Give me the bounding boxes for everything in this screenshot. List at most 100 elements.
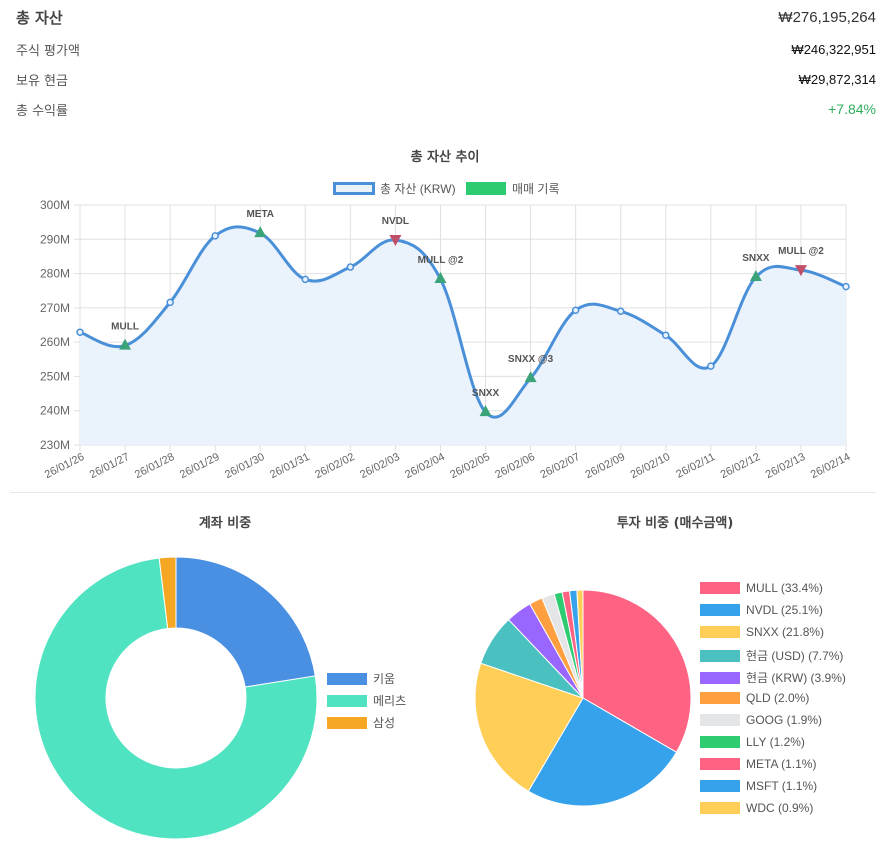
data-point[interactable]	[842, 282, 850, 291]
buy-marker-icon[interactable]	[254, 226, 267, 238]
return-value: +7.84%	[828, 101, 876, 117]
y-tick-label: 290M	[40, 232, 70, 246]
data-point[interactable]	[662, 331, 670, 340]
investment-pie-chart[interactable]	[463, 578, 703, 818]
doughnut-segment[interactable]	[158, 556, 177, 630]
data-point[interactable]	[76, 328, 84, 336]
trade-annotation-label: MULL @2	[418, 255, 464, 266]
legend-label: WDC (0.9%)	[746, 801, 814, 815]
data-point[interactable]	[346, 263, 355, 271]
legend-label: LLY (1.2%)	[746, 735, 805, 749]
legend-label: SNXX (21.8%)	[746, 625, 825, 639]
legend-swatch	[700, 582, 740, 594]
cash-label: 보유 현금	[16, 73, 68, 89]
legend-item-trades[interactable]: 매매 기록	[466, 180, 560, 197]
legend-swatch-total-assets	[333, 182, 375, 195]
data-point[interactable]	[301, 275, 310, 284]
pie-slice[interactable]	[576, 589, 584, 699]
legend-swatch-trades	[466, 182, 506, 195]
stock-value-value: ₩246,322,951	[791, 41, 876, 57]
buy-marker-icon[interactable]	[119, 338, 132, 350]
data-point[interactable]	[707, 362, 715, 370]
pie-slice[interactable]	[527, 697, 678, 807]
invest-legend-item[interactable]: WDC (0.9%)	[700, 801, 813, 815]
pie-slice[interactable]	[474, 662, 584, 792]
asset-summary: 총 자산 ₩276,195,264 주식 평가액 ₩246,322,951 보유…	[16, 0, 876, 124]
data-point[interactable]	[166, 298, 174, 307]
y-tick-label: 230M	[40, 438, 70, 452]
data-point[interactable]	[571, 306, 580, 315]
invest-legend-item[interactable]: META (1.1%)	[700, 757, 816, 771]
x-tick-label: 26/02/06	[493, 451, 537, 481]
y-tick-label: 270M	[40, 301, 70, 315]
x-tick-label: 26/02/11	[674, 451, 717, 481]
line-chart-title: 총 자산 추이	[410, 150, 480, 165]
legend-swatch	[700, 802, 740, 814]
total-assets-line	[79, 225, 847, 419]
buy-marker-icon[interactable]	[479, 405, 492, 417]
invest-legend-item[interactable]: MSFT (1.1%)	[700, 779, 817, 793]
legend-label: META (1.1%)	[746, 757, 817, 771]
x-tick-label: 26/01/27	[88, 451, 132, 481]
invest-legend-item[interactable]: QLD (2.0%)	[700, 691, 809, 705]
account-legend-item[interactable]: 삼성	[327, 714, 395, 731]
x-tick-label: 26/01/29	[178, 451, 222, 481]
invest-legend-item[interactable]: SNXX (21.8%)	[700, 625, 824, 639]
legend-label: 메리츠	[373, 694, 407, 708]
total-assets-line-chart[interactable]: 230M 240M 250M 260M 270M 280M 290M 300M 26/01/26…	[0, 0, 890, 495]
legend-swatch	[700, 780, 740, 792]
trade-annotation-label: MULL @2	[778, 246, 824, 257]
x-tick-label: 26/02/09	[583, 451, 627, 481]
stock-value-label: 주식 평가액	[16, 43, 80, 59]
account-legend-item[interactable]: 메리츠	[327, 692, 406, 709]
x-tick-label: 26/02/02	[313, 451, 357, 481]
x-tick-label: 26/01/26	[43, 451, 87, 481]
buy-marker-icon[interactable]	[749, 270, 762, 281]
legend-label: MULL (33.4%)	[746, 581, 823, 595]
trade-annotation-label: SNXX	[742, 253, 770, 264]
y-tick-label: 260M	[40, 335, 70, 349]
buy-marker-icon[interactable]	[524, 371, 537, 383]
legend-label: 현금 (USD) (7.7%)	[746, 649, 844, 663]
sell-marker-icon[interactable]	[389, 234, 402, 246]
invest-legend-item[interactable]: NVDL (25.1%)	[700, 603, 823, 617]
y-tick-label: 250M	[40, 369, 70, 383]
x-tick-label: 26/01/31	[268, 451, 312, 481]
invest-chart-title: 투자 비중 (매수금액)	[616, 516, 734, 531]
x-tick-label: 26/02/03	[358, 451, 402, 481]
data-point[interactable]	[211, 232, 219, 240]
legend-swatch	[700, 671, 740, 684]
doughnut-segment[interactable]	[175, 556, 316, 688]
area-fill	[80, 226, 846, 445]
buy-marker-icon[interactable]	[434, 272, 447, 284]
doughnut-segment[interactable]	[34, 557, 318, 840]
trade-annotation-label: NVDL	[382, 216, 409, 227]
invest-legend-item[interactable]: 현금 (KRW) (3.9%)	[700, 669, 846, 686]
legend-label-trades: 매매 기록	[512, 182, 560, 196]
pie-slice[interactable]	[582, 589, 692, 753]
y-tick-label: 240M	[40, 404, 70, 418]
legend-label-total-assets: 총 자산 (KRW)	[380, 182, 456, 196]
x-tick-label: 26/02/10	[629, 451, 673, 481]
x-tick-label: 26/01/28	[133, 451, 177, 481]
trade-annotation-label: SNXX	[472, 388, 500, 399]
y-tick-label: 300M	[40, 198, 70, 212]
x-tick-label: 26/02/13	[764, 451, 808, 481]
sell-marker-icon[interactable]	[794, 265, 807, 277]
legend-swatch	[327, 672, 367, 685]
invest-legend-item[interactable]: GOOG (1.9%)	[700, 713, 822, 727]
x-tick-label: 26/02/04	[403, 451, 447, 481]
account-legend-item[interactable]: 키움	[327, 670, 395, 687]
legend-label: 키움	[373, 672, 396, 686]
legend-label: 현금 (KRW) (3.9%)	[746, 671, 846, 685]
invest-legend-item[interactable]: LLY (1.2%)	[700, 735, 805, 749]
account-doughnut-chart[interactable]	[20, 548, 350, 848]
total-assets-value: ₩276,195,264	[778, 8, 876, 26]
total-assets-label: 총 자산	[16, 8, 63, 27]
legend-swatch	[327, 716, 367, 729]
trade-annotation-label: SNXX @3	[508, 354, 554, 365]
data-point[interactable]	[616, 307, 625, 316]
invest-legend-item[interactable]: MULL (33.4%)	[700, 581, 823, 595]
legend-item-total-assets[interactable]: 총 자산 (KRW)	[333, 180, 456, 197]
invest-legend-item[interactable]: 현금 (USD) (7.7%)	[700, 647, 843, 664]
